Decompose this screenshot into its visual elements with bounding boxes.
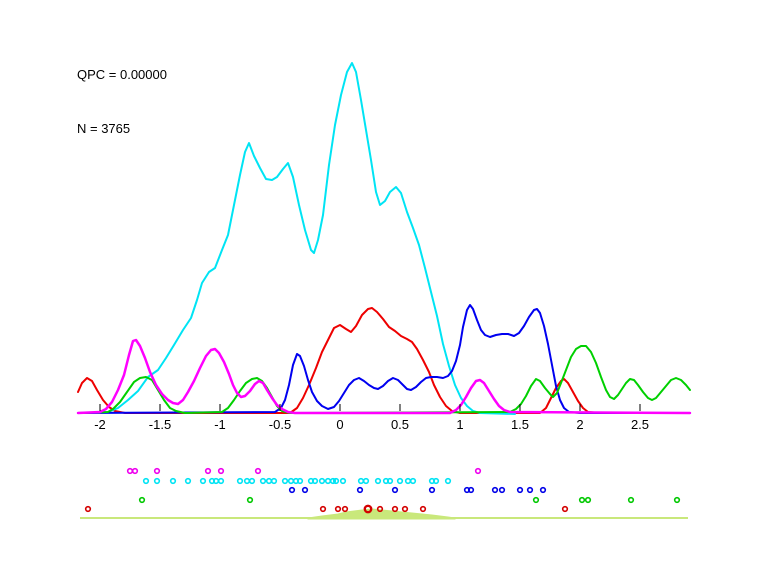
blue-rug-dot bbox=[467, 486, 475, 494]
red-rug-dot bbox=[341, 505, 349, 513]
cyan-rug-dot bbox=[318, 477, 326, 485]
green-density-curve bbox=[77, 345, 691, 414]
support-fill-layer bbox=[80, 508, 688, 520]
cyan-rug-dot bbox=[444, 477, 452, 485]
red-rug-dot bbox=[419, 505, 427, 513]
magenta-rug-dot bbox=[254, 467, 262, 475]
blue-rug-dot bbox=[356, 486, 364, 494]
cyan-rug-dot bbox=[142, 477, 150, 485]
cyan-rug-dot bbox=[404, 477, 412, 485]
magenta-rug-dot bbox=[131, 467, 139, 475]
red-rug-dot bbox=[334, 505, 342, 513]
red-rug-dot bbox=[561, 505, 569, 513]
x-tick-label: 0 bbox=[336, 417, 343, 432]
density-curves-layer bbox=[76, 62, 692, 415]
blue-rug-dot bbox=[498, 486, 506, 494]
blue-density-curve bbox=[77, 304, 691, 414]
x-tick-label: -1 bbox=[214, 417, 226, 432]
green-rug-dot bbox=[584, 496, 592, 504]
green-rug-dot bbox=[246, 496, 254, 504]
n-annotation: N = 3765 bbox=[77, 121, 131, 136]
blue-rug-dot bbox=[539, 486, 547, 494]
magenta-rug-dot bbox=[153, 467, 161, 475]
corner-annotations: QPC = 0.00000 N = 3765 bbox=[77, 30, 167, 174]
x-tick-label: -1.5 bbox=[149, 417, 171, 432]
red-rug-dot bbox=[84, 505, 92, 513]
green-rug-dot bbox=[532, 496, 540, 504]
x-tick-label: -2 bbox=[94, 417, 106, 432]
cyan-rug-dot bbox=[329, 477, 337, 485]
cyan-rug-dot bbox=[296, 477, 304, 485]
cyan-rug-dot bbox=[243, 477, 251, 485]
qpc-annotation: QPC = 0.00000 bbox=[77, 67, 167, 82]
cyan-rug-dot bbox=[199, 477, 207, 485]
magenta-rug-dot bbox=[217, 467, 225, 475]
x-tick-label: 1 bbox=[456, 417, 463, 432]
cyan-rug-dot bbox=[396, 477, 404, 485]
green-rug-dot bbox=[627, 496, 635, 504]
cyan-rug-dot bbox=[212, 477, 220, 485]
green-rug-dot bbox=[578, 496, 586, 504]
cyan-rug-dot bbox=[432, 477, 440, 485]
cyan-rug-dot bbox=[374, 477, 382, 485]
cyan-rug-dot bbox=[265, 477, 273, 485]
red-rug-dot bbox=[391, 505, 399, 513]
cyan-rug-dot bbox=[248, 477, 256, 485]
red-rug-dot bbox=[376, 505, 384, 513]
magenta-rug-dot bbox=[204, 467, 212, 475]
red-rug-dot bbox=[401, 505, 409, 513]
cyan-rug-dot bbox=[386, 477, 394, 485]
red-rug-dot-large bbox=[363, 504, 373, 514]
cyan-rug-dot bbox=[324, 477, 332, 485]
green-rug-dot bbox=[673, 496, 681, 504]
green-rug-dot bbox=[138, 496, 146, 504]
blue-rug-dot bbox=[301, 486, 309, 494]
cyan-rug-dot bbox=[311, 477, 319, 485]
cyan-rug-dot bbox=[409, 477, 417, 485]
cyan-rug-dot bbox=[153, 477, 161, 485]
x-axis-layer: -2 -1.5 -1 -0.5 0 0.5 1 1.5 2 2.5 bbox=[94, 404, 649, 432]
cyan-rug-dot bbox=[357, 477, 365, 485]
blue-rug-dot bbox=[428, 486, 436, 494]
cyan-rug-dot bbox=[332, 477, 340, 485]
magenta-density-curve bbox=[76, 338, 692, 415]
blue-rug-dot bbox=[491, 486, 499, 494]
x-tick-label: 2.5 bbox=[631, 417, 649, 432]
cyan-rug-dot bbox=[270, 477, 278, 485]
rug-points-layer bbox=[84, 467, 681, 514]
x-tick-label: 1.5 bbox=[511, 417, 529, 432]
blue-rug-dot bbox=[526, 486, 534, 494]
cyan-rug-dot bbox=[259, 477, 267, 485]
cyan-density-curve bbox=[84, 62, 516, 415]
x-tick-label: 0.5 bbox=[391, 417, 409, 432]
red-rug-dot bbox=[319, 505, 327, 513]
magenta-rug-dot bbox=[474, 467, 482, 475]
blue-rug-dot bbox=[391, 486, 399, 494]
x-tick-label: 2 bbox=[576, 417, 583, 432]
cyan-rug-dot bbox=[287, 477, 295, 485]
cyan-rug-dot bbox=[217, 477, 225, 485]
cyan-rug-dot bbox=[281, 477, 289, 485]
red-density-curve bbox=[77, 307, 691, 414]
blue-rug-dot bbox=[288, 486, 296, 494]
cyan-rug-dot bbox=[184, 477, 192, 485]
blue-rug-dot bbox=[516, 486, 524, 494]
cyan-rug-dot bbox=[236, 477, 244, 485]
cyan-rug-dot bbox=[339, 477, 347, 485]
cyan-rug-dot bbox=[362, 477, 370, 485]
magenta-rug-dot bbox=[126, 467, 134, 475]
x-tick-label: -0.5 bbox=[269, 417, 291, 432]
cyan-rug-dot bbox=[169, 477, 177, 485]
